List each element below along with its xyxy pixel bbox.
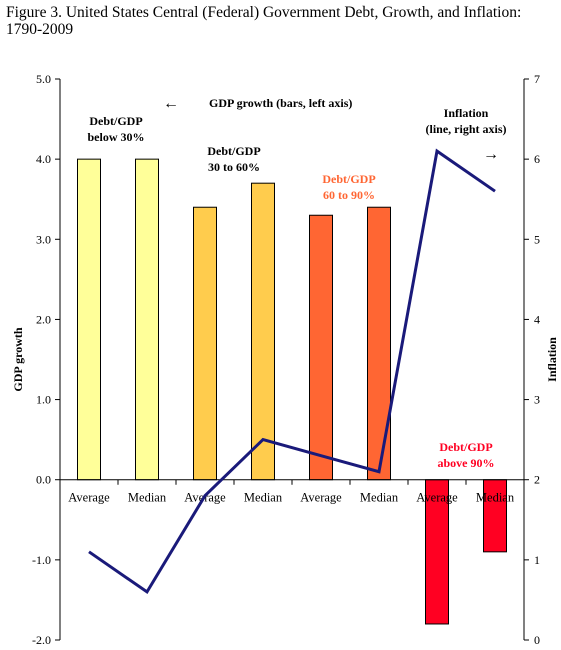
y-axis-title: GDP growth xyxy=(11,327,25,391)
y2-axis-title: Inflation xyxy=(545,337,559,382)
group-label: below 30% xyxy=(88,130,145,144)
y-tick-label: 0.0 xyxy=(36,473,51,487)
y2-tick-label: 3 xyxy=(534,393,540,407)
y2-tick-label: 6 xyxy=(534,152,540,166)
group-label: above 90% xyxy=(438,456,495,470)
y-tick-label: 5.0 xyxy=(36,72,51,86)
x-tick-label: Average xyxy=(68,491,110,505)
y-tick-label: 3.0 xyxy=(36,232,51,246)
gdp-bar xyxy=(77,158,101,481)
group-label: Debt/GDP xyxy=(89,114,142,128)
gdp-bar xyxy=(193,206,217,481)
inflation-annotation: Inflation xyxy=(444,106,489,120)
y-tick-label: 4.0 xyxy=(36,152,51,166)
gdp-bar xyxy=(135,158,159,481)
x-tick-label: Average xyxy=(300,491,342,505)
y-tick-label: 1.0 xyxy=(36,393,51,407)
y2-tick-label: 7 xyxy=(534,72,540,86)
y2-tick-label: 2 xyxy=(534,473,540,487)
y2-tick-label: 5 xyxy=(534,232,540,246)
figure-title-line-1: Figure 3. United States Central (Federal… xyxy=(6,4,522,21)
right-arrow-icon: → xyxy=(483,146,499,163)
y-tick-label: -1.0 xyxy=(32,553,51,567)
group-label: 30 to 60% xyxy=(208,160,260,174)
inflation-annotation: (line, right axis) xyxy=(426,122,507,136)
x-tick-label: Median xyxy=(476,491,515,505)
gdp-bar xyxy=(251,182,275,481)
x-tick-label: Median xyxy=(128,491,167,505)
x-tick-label: Median xyxy=(360,491,399,505)
x-tick-label: Median xyxy=(244,491,283,505)
group-label: Debt/GDP xyxy=(322,172,375,186)
gdp-bar xyxy=(309,214,333,481)
inflation-line xyxy=(88,148,496,595)
group-label: 60 to 90% xyxy=(323,188,375,202)
y-tick-label: -2.0 xyxy=(32,633,51,647)
x-tick-label: Average xyxy=(416,491,458,505)
left-arrow-icon: ← xyxy=(163,95,179,112)
group-label: Debt/GDP xyxy=(207,144,260,158)
figure-title-line-2: 1790-2009 xyxy=(6,21,74,38)
y-tick-label: 2.0 xyxy=(36,312,51,326)
gdp-bar xyxy=(367,206,391,481)
y2-tick-label: 4 xyxy=(534,312,540,326)
y2-tick-label: 0 xyxy=(534,633,540,647)
group-label: Debt/GDP xyxy=(439,440,492,454)
figure-title: Figure 3. United States Central (Federal… xyxy=(6,4,558,38)
y2-tick-label: 1 xyxy=(534,553,540,567)
gdp-annotation: GDP growth (bars, left axis) xyxy=(209,96,352,110)
